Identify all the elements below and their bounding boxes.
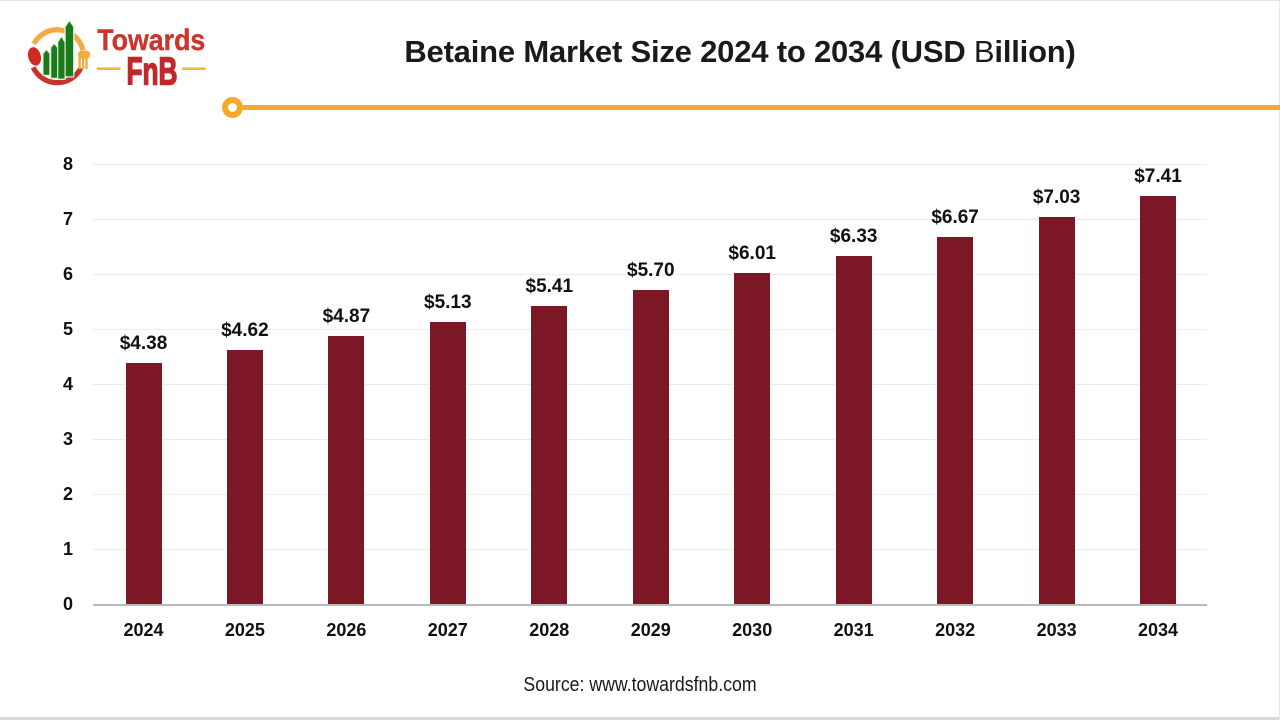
- svg-text:FnB: FnB: [127, 51, 178, 94]
- svg-text:Towards: Towards: [97, 24, 205, 57]
